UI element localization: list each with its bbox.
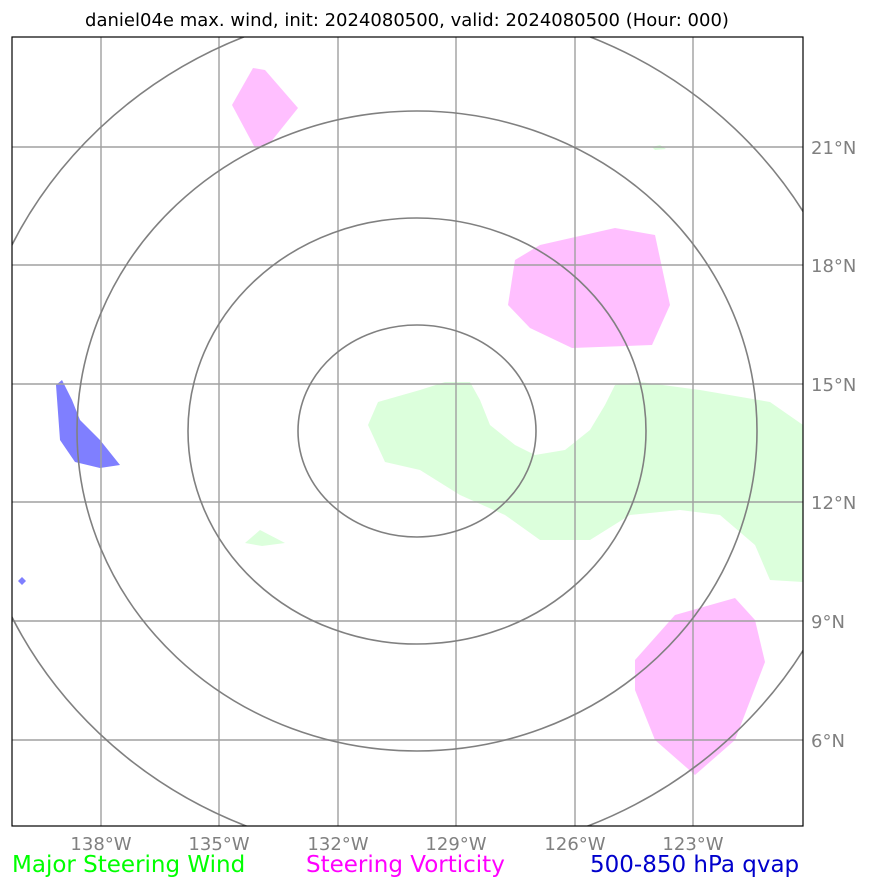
lat-tick-label: 6°N bbox=[811, 731, 845, 752]
legend-steering-wind: Major Steering Wind bbox=[12, 852, 246, 878]
legend-qvap: 500-850 hPa qvap bbox=[590, 852, 800, 878]
lat-tick-labels: 21°N 18°N 15°N 12°N 9°N 6°N bbox=[811, 138, 856, 752]
steering-vorticity-region-north bbox=[232, 68, 298, 148]
map-title: daniel04e max. wind, init: 2024080500, v… bbox=[85, 10, 729, 31]
lat-tick-label: 21°N bbox=[811, 138, 856, 159]
steering-wind-region bbox=[368, 382, 803, 582]
steering-vorticity-region-south bbox=[635, 598, 765, 775]
map-plot-area bbox=[12, 37, 803, 826]
lat-tick-label: 9°N bbox=[811, 612, 845, 633]
map-graticule bbox=[12, 37, 803, 826]
lat-tick-label: 12°N bbox=[811, 493, 856, 514]
steering-vorticity-region-east bbox=[508, 228, 670, 348]
lon-tick-label: 129°W bbox=[425, 834, 486, 855]
lon-tick-labels: 138°W 135°W 132°W 129°W 126°W 123°W bbox=[70, 834, 723, 855]
lat-tick-label: 18°N bbox=[811, 256, 856, 277]
legend-steering-vorticity: Steering Vorticity bbox=[306, 852, 505, 878]
lon-tick-label: 138°W bbox=[70, 834, 131, 855]
lon-tick-label: 132°W bbox=[307, 834, 368, 855]
lon-tick-label: 126°W bbox=[544, 834, 605, 855]
lat-tick-label: 15°N bbox=[811, 375, 856, 396]
qvap-speck bbox=[18, 577, 26, 585]
lon-tick-label: 123°W bbox=[662, 834, 723, 855]
qvap-region bbox=[56, 380, 120, 468]
map-frame bbox=[11, 36, 804, 827]
steering-wind-patch bbox=[245, 530, 285, 546]
range-rings bbox=[12, 37, 803, 826]
lon-tick-label: 135°W bbox=[188, 834, 249, 855]
